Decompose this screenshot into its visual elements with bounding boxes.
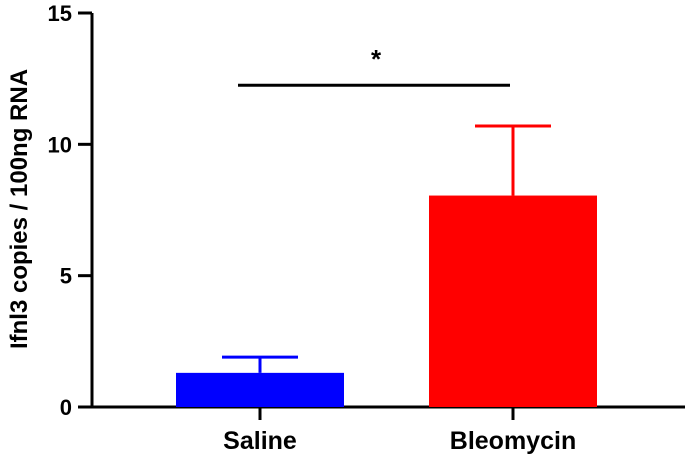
x-tick-label-saline: Saline — [223, 427, 297, 455]
significance-star: * — [371, 44, 382, 74]
y-tick-label: 15 — [48, 1, 72, 26]
x-ticks: Saline Bleomycin — [223, 407, 576, 455]
y-axis-label: Ifnl3 copies / 100ng RNA — [6, 69, 33, 349]
y-ticks: 0 5 10 15 — [48, 1, 92, 420]
x-tick-label-bleomycin: Bleomycin — [450, 427, 576, 455]
y-tick-label: 10 — [48, 132, 72, 157]
error-bars — [222, 124, 551, 373]
bar-saline — [176, 372, 344, 407]
y-tick-label: 0 — [60, 395, 72, 420]
annotations: * — [238, 44, 510, 87]
y-tick-label: 5 — [60, 264, 72, 289]
bars — [176, 195, 597, 407]
bar-bleomycin — [429, 195, 597, 407]
